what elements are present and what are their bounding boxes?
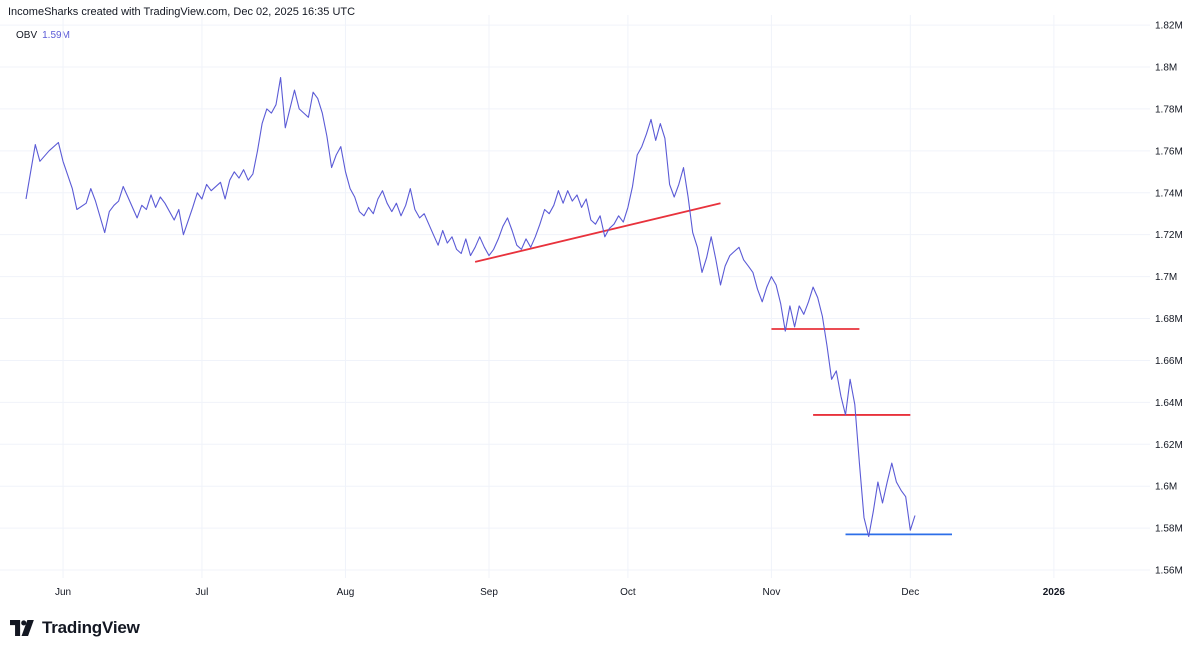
grid-lines [0, 15, 1150, 578]
tradingview-logo[interactable]: TradingView [10, 618, 140, 638]
y-tick-label: 1.62M [1155, 440, 1183, 451]
chart-credit: IncomeSharks created with TradingView.co… [8, 6, 356, 18]
y-tick-label: 1.82M [1155, 21, 1183, 32]
x-tick-label: 2026 [1043, 587, 1066, 598]
series-layer [25, 76, 916, 538]
x-axis[interactable]: Jun Jul Aug Sep Oct Nov Dec 2026 [55, 587, 1065, 598]
y-tick-label: 1.66M [1155, 356, 1183, 367]
x-tick-label: Oct [620, 587, 636, 598]
indicator-value: 1.59M [42, 30, 70, 41]
tradingview-brand-name: TradingView [42, 618, 140, 637]
x-tick-label: Jun [55, 587, 71, 598]
y-tick-label: 1.64M [1155, 398, 1183, 409]
annotation-layer[interactable] [474, 202, 952, 536]
y-tick-label: 1.58M [1155, 524, 1183, 535]
y-tick-label: 1.78M [1155, 104, 1183, 115]
y-tick-label: 1.7M [1155, 272, 1177, 283]
y-tick-label: 1.8M [1155, 63, 1177, 74]
x-tick-label: Dec [901, 587, 919, 598]
indicator-legend[interactable]: OBV 1.59M [16, 30, 70, 41]
trendline-1[interactable] [474, 202, 721, 263]
x-tick-label: Nov [763, 587, 781, 598]
y-tick-label: 1.74M [1155, 188, 1183, 199]
indicator-name: OBV [16, 30, 38, 41]
y-tick-label: 1.56M [1155, 566, 1183, 577]
x-tick-label: Jul [196, 587, 209, 598]
y-axis[interactable]: 1.82M 1.8M 1.78M 1.76M 1.74M 1.72M 1.7M 1.68M 1.… [1155, 21, 1183, 577]
x-tick-label: Sep [480, 587, 498, 598]
y-tick-label: 1.68M [1155, 314, 1183, 325]
tradingview-logo-icon [10, 620, 34, 636]
y-tick-label: 1.76M [1155, 146, 1183, 157]
x-tick-label: Aug [337, 587, 355, 598]
y-tick-label: 1.72M [1155, 230, 1183, 241]
obv-series-line [25, 76, 916, 538]
y-tick-label: 1.6M [1155, 482, 1177, 493]
